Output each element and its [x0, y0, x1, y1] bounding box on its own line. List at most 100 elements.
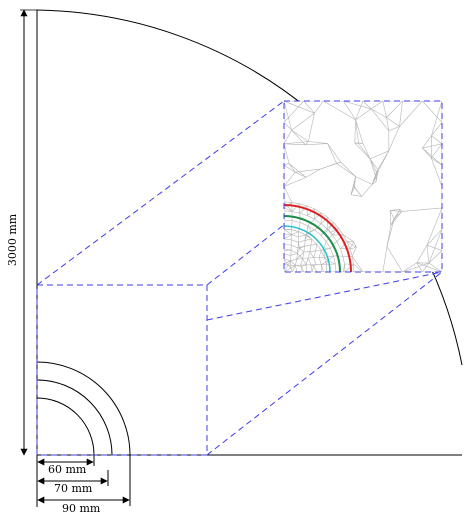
mesh-edge: [416, 245, 428, 263]
mesh-edge: [354, 142, 359, 144]
mesh-edge: [297, 253, 301, 257]
mesh-edge: [353, 263, 364, 272]
mesh-edge: [369, 150, 389, 160]
mesh-edge: [296, 258, 303, 260]
mesh-edge: [291, 129, 306, 146]
mesh-edge: [332, 234, 338, 242]
mesh-edge: [321, 248, 331, 251]
mesh-edge: [386, 101, 403, 118]
mesh-edge: [307, 225, 315, 231]
mesh-edge: [297, 247, 299, 254]
mesh-edge: [325, 241, 331, 249]
mesh-edge: [291, 211, 300, 214]
radius-dimensions: [36, 455, 131, 507]
mesh-edge: [375, 170, 379, 182]
mesh-edge: [291, 244, 299, 249]
mesh-edge: [343, 101, 372, 110]
mesh-edge: [298, 242, 301, 249]
mesh-edge: [297, 248, 301, 254]
mesh-edge: [284, 101, 305, 123]
mesh-edge: [305, 257, 309, 265]
mesh-edge: [382, 246, 388, 272]
mesh-edge: [305, 234, 312, 240]
mesh-edge: [386, 246, 403, 272]
mesh-edge: [284, 101, 292, 131]
mesh-edge: [284, 234, 292, 240]
mesh-edge: [431, 157, 442, 187]
mesh-edge: [291, 202, 300, 205]
mesh-edge: [321, 260, 329, 265]
mesh-edge: [316, 244, 322, 251]
mesh-edge: [389, 210, 392, 226]
mesh-edge: [349, 248, 353, 257]
arc-60mm: [36, 397, 95, 456]
mesh-edge: [370, 108, 390, 131]
mesh-edge: [284, 258, 289, 266]
zoom-source-box: [36, 284, 208, 456]
mesh-edge: [300, 258, 303, 266]
mesh-edge: [308, 113, 315, 142]
mesh-edge: [310, 264, 313, 272]
mesh-edge: [296, 255, 301, 260]
mesh-edge: [324, 257, 327, 265]
mesh-edge: [431, 122, 442, 136]
mesh-edge: [287, 260, 291, 266]
mesh-edge: [302, 257, 309, 259]
mesh-edge: [297, 245, 305, 249]
mesh-edge: [333, 255, 336, 264]
mesh-edge: [320, 163, 337, 170]
mesh-edge: [284, 210, 293, 212]
mesh-edge: [307, 257, 312, 265]
mesh-edge: [284, 264, 289, 272]
mesh-edge: [326, 263, 336, 265]
mesh-edge: [299, 212, 308, 216]
mesh-edge: [354, 119, 356, 143]
mesh-edge: [291, 112, 315, 131]
mesh-edge: [326, 228, 333, 236]
mesh-edge: [305, 238, 312, 241]
mesh-edge: [401, 207, 442, 212]
mesh-edge: [355, 108, 372, 120]
mesh-edge: [388, 126, 400, 151]
mesh-edge: [318, 250, 322, 258]
mesh-edge: [309, 250, 316, 252]
mesh-edge: [314, 229, 321, 236]
mesh-edge: [390, 209, 401, 211]
mesh-edge: [290, 253, 298, 256]
mesh-edge: [399, 209, 403, 212]
mesh-edge: [350, 246, 357, 250]
mesh-edge: [422, 147, 432, 159]
mesh-edge: [362, 143, 371, 160]
mesh-edge: [314, 218, 322, 224]
mesh-edge: [284, 186, 293, 203]
mesh-edge: [355, 119, 364, 144]
mesh-edge: [350, 194, 362, 197]
mesh-edge: [323, 249, 325, 258]
mesh-edge: [311, 265, 314, 272]
mesh-edge: [320, 223, 328, 230]
mesh-edge: [344, 263, 354, 272]
mesh-edge: [302, 258, 307, 266]
zoom-projection: [36, 100, 443, 456]
ring-green: [284, 215, 341, 272]
mesh-edge: [349, 241, 355, 250]
mesh-edge: [284, 143, 290, 164]
radius-label-90mm: 90 mm: [62, 502, 101, 513]
mesh-edge: [313, 250, 316, 258]
mesh-edge: [290, 249, 298, 254]
mesh-edge: [305, 143, 328, 146]
mesh-edge: [309, 245, 312, 252]
height-dimension: 3000 mm: [6, 9, 37, 456]
mesh-edge: [284, 122, 292, 131]
mesh-edge: [298, 222, 301, 232]
radius-label-70mm: 70 mm: [54, 482, 93, 495]
mesh-edge: [426, 229, 442, 246]
mesh-edge: [324, 255, 334, 258]
mesh-edge: [333, 222, 339, 229]
mesh-edge: [291, 234, 299, 238]
mesh-edge: [351, 247, 357, 257]
mesh-edge: [290, 260, 296, 266]
mesh-edge: [284, 263, 289, 266]
mesh-edge: [416, 262, 442, 272]
mesh-edge: [313, 265, 318, 272]
